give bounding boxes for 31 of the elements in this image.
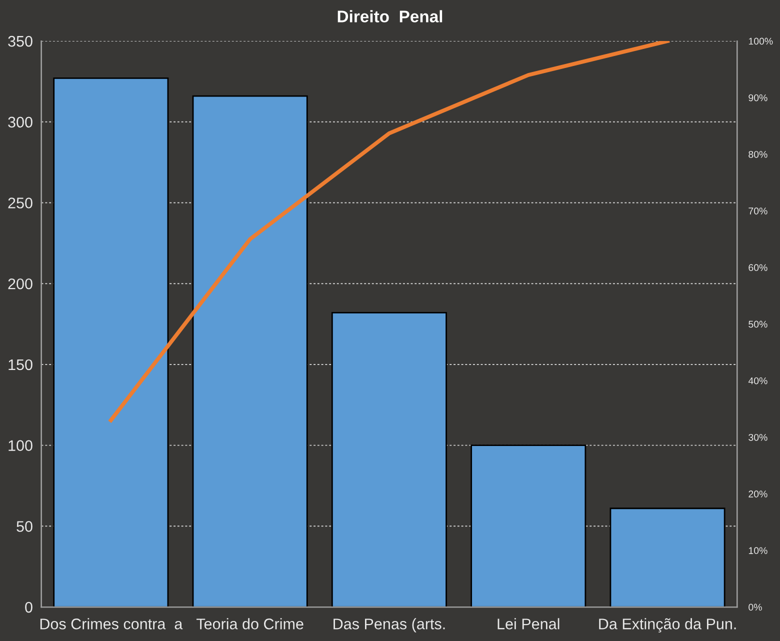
y2-tick-label: 10% — [748, 547, 768, 554]
y2-tick-label: 90% — [748, 94, 768, 102]
x-tick-label: Lei Penal — [498, 618, 560, 630]
bar — [470, 444, 586, 608]
y-tick-label: 0 — [25, 602, 32, 613]
y-tick-label: 50 — [16, 521, 32, 532]
bar — [331, 312, 447, 608]
y2-tick-label: 0% — [748, 604, 762, 611]
line-series — [108, 41, 670, 422]
y2-tick-label: 80% — [748, 150, 768, 158]
chart-title: Direito Penal — [338, 10, 442, 22]
y-tick-label: 200 — [8, 278, 32, 290]
x-tick-label: Da Extinção da Pun. — [599, 618, 736, 632]
bar — [610, 508, 726, 608]
y2-tick-label: 70% — [748, 208, 768, 214]
bar — [53, 78, 169, 608]
y2-tick-label: 20% — [748, 490, 768, 498]
x-tick-label: Teoria do Crime — [196, 618, 304, 630]
bar — [192, 95, 308, 608]
y2-tick-label: 60% — [748, 264, 768, 272]
y2-tick-label: 30% — [748, 434, 768, 441]
x-tick-label: Das Penas (arts. — [334, 618, 445, 632]
y-tick-label: 350 — [8, 36, 32, 47]
y-tick-label: 300 — [8, 116, 32, 128]
x-tick-label: Dos Crimes contra a — [40, 618, 183, 630]
y-tick-label: 250 — [8, 198, 32, 208]
y2-tick-label: 50% — [748, 320, 768, 328]
y-tick-label: 150 — [8, 359, 32, 370]
y-tick-label: 100 — [8, 440, 32, 451]
y2-tick-label: 100% — [748, 38, 773, 45]
y2-tick-label: 40% — [748, 377, 768, 384]
